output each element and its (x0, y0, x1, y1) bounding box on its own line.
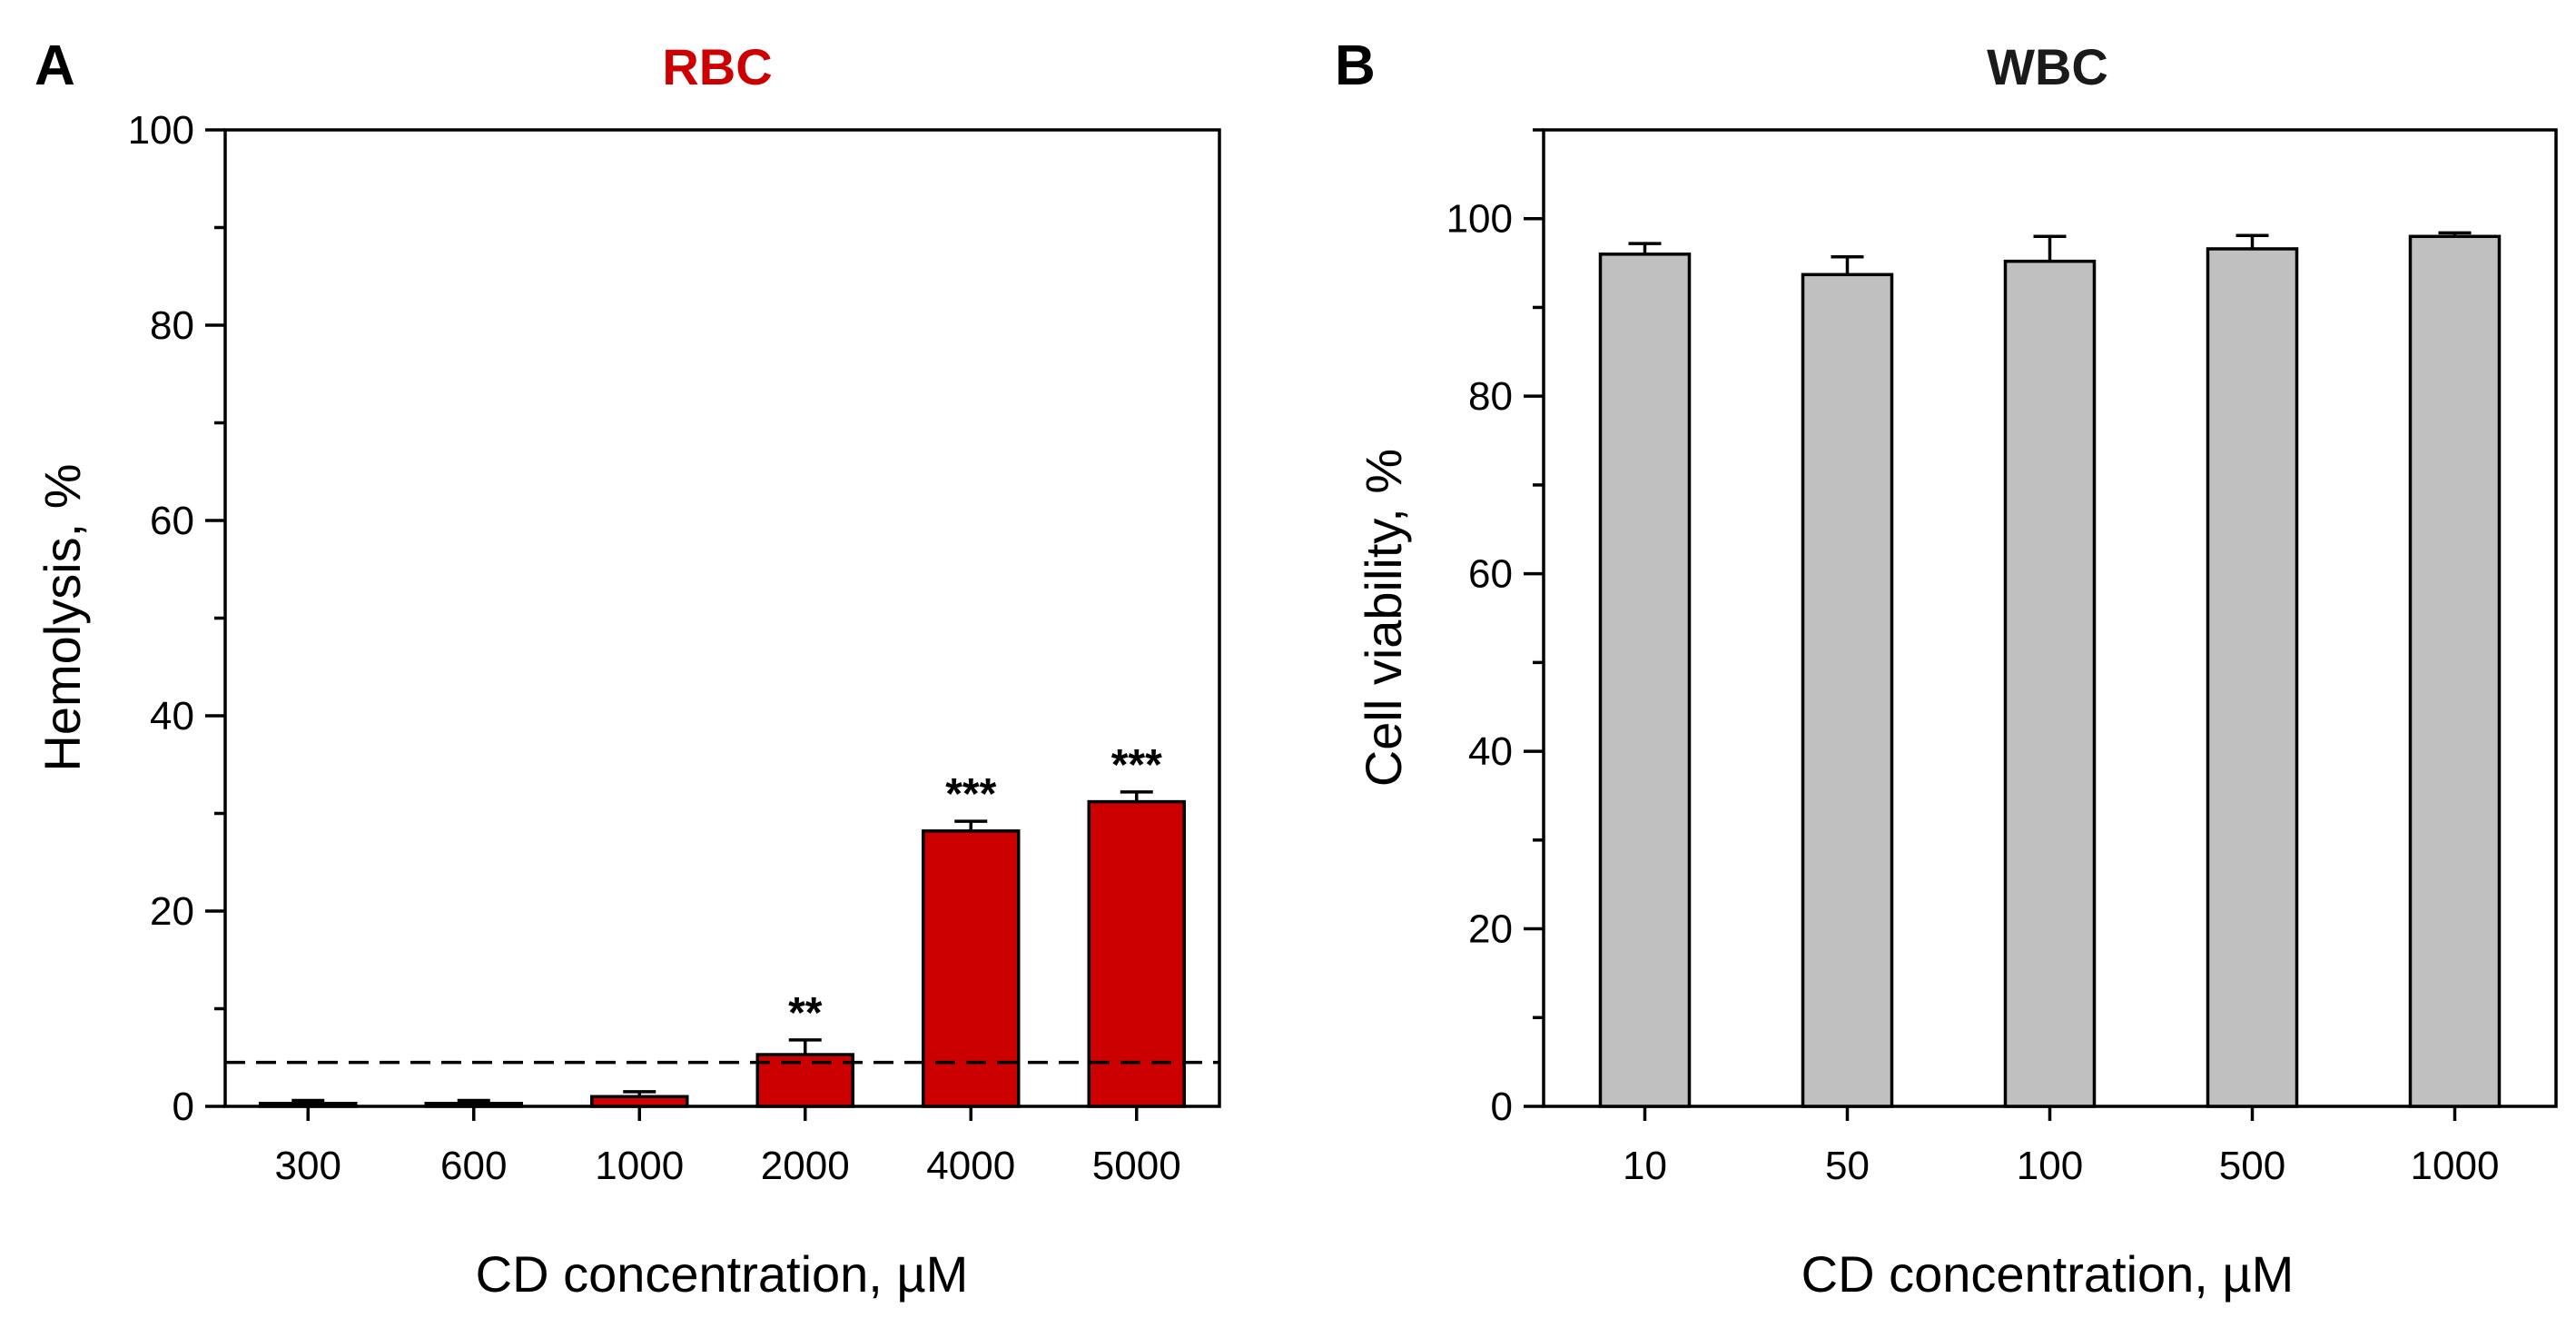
x-tick-label: 1000 (595, 1144, 684, 1188)
x-tick-label: 5000 (1092, 1144, 1181, 1188)
panel-b-y-axis-title: Cell viability, % (1355, 449, 1412, 787)
panel-b-title: WBC (1987, 38, 2108, 95)
y-tick-label: 60 (150, 499, 194, 543)
bar (755, 1053, 854, 1108)
x-tick-label: 4000 (926, 1144, 1015, 1188)
bar (2408, 234, 2502, 1108)
x-tick-label: 600 (440, 1144, 507, 1188)
bar (1598, 253, 1692, 1108)
significance-marker: ** (788, 989, 823, 1037)
x-tick-label: 2000 (761, 1144, 850, 1188)
y-tick-label: 20 (150, 889, 194, 934)
panel-a-x-axis-title: CD concentration, µM (476, 1245, 969, 1303)
panel-a-x-tick-labels: 300 600 1000 2000 4000 5000 (275, 1106, 1181, 1188)
panel-b-bars (1598, 231, 2502, 1108)
y-tick-label: 80 (1468, 374, 1513, 419)
panel-b-letter: B (1335, 35, 1376, 97)
panel-b: B WBC 0 20 40 60 80 100 10 50 100 500 1000 CD con… (1335, 35, 2558, 1303)
bar (424, 1102, 523, 1108)
y-tick-label: 100 (128, 108, 194, 153)
panel-b-x-axis-title: CD concentration, µM (1801, 1245, 2295, 1303)
x-tick-label: 500 (2219, 1144, 2285, 1188)
x-tick-label: 50 (1825, 1144, 1870, 1188)
x-tick-label: 10 (1623, 1144, 1667, 1188)
bar (2003, 259, 2097, 1108)
bar (1087, 799, 1186, 1108)
y-tick-label: 60 (1468, 552, 1513, 597)
panel-a-y-axis-title: Hemolysis, % (34, 463, 91, 771)
bar (922, 829, 1021, 1108)
significance-marker: *** (1111, 741, 1162, 789)
x-tick-label: 1000 (2411, 1144, 2500, 1188)
y-tick-label: 40 (1468, 729, 1513, 774)
panel-b-x-tick-labels: 10 50 100 500 1000 (1623, 1106, 2499, 1188)
significance-marker: *** (945, 770, 996, 818)
bar (2206, 247, 2299, 1108)
panel-b-y-ticks: 0 20 40 60 80 100 (1446, 128, 1544, 1129)
y-tick-label: 100 (1446, 197, 1513, 242)
bar (1801, 273, 1894, 1108)
x-tick-label: 100 (2017, 1144, 2083, 1188)
y-tick-label: 0 (1491, 1085, 1513, 1129)
panel-a-bars: ******** (225, 741, 1219, 1108)
y-tick-label: 20 (1468, 907, 1513, 952)
y-tick-label: 40 (150, 694, 194, 738)
bar (259, 1102, 358, 1108)
panel-a-y-ticks: 0 20 40 60 80 100 (128, 108, 225, 1129)
x-tick-label: 300 (275, 1144, 341, 1188)
bar (590, 1095, 689, 1108)
panel-a-plot-frame (223, 128, 1221, 1108)
panel-a-letter: A (35, 35, 75, 97)
y-tick-label: 0 (173, 1085, 194, 1129)
y-tick-label: 80 (150, 303, 194, 348)
panel-a-title: RBC (662, 38, 772, 95)
